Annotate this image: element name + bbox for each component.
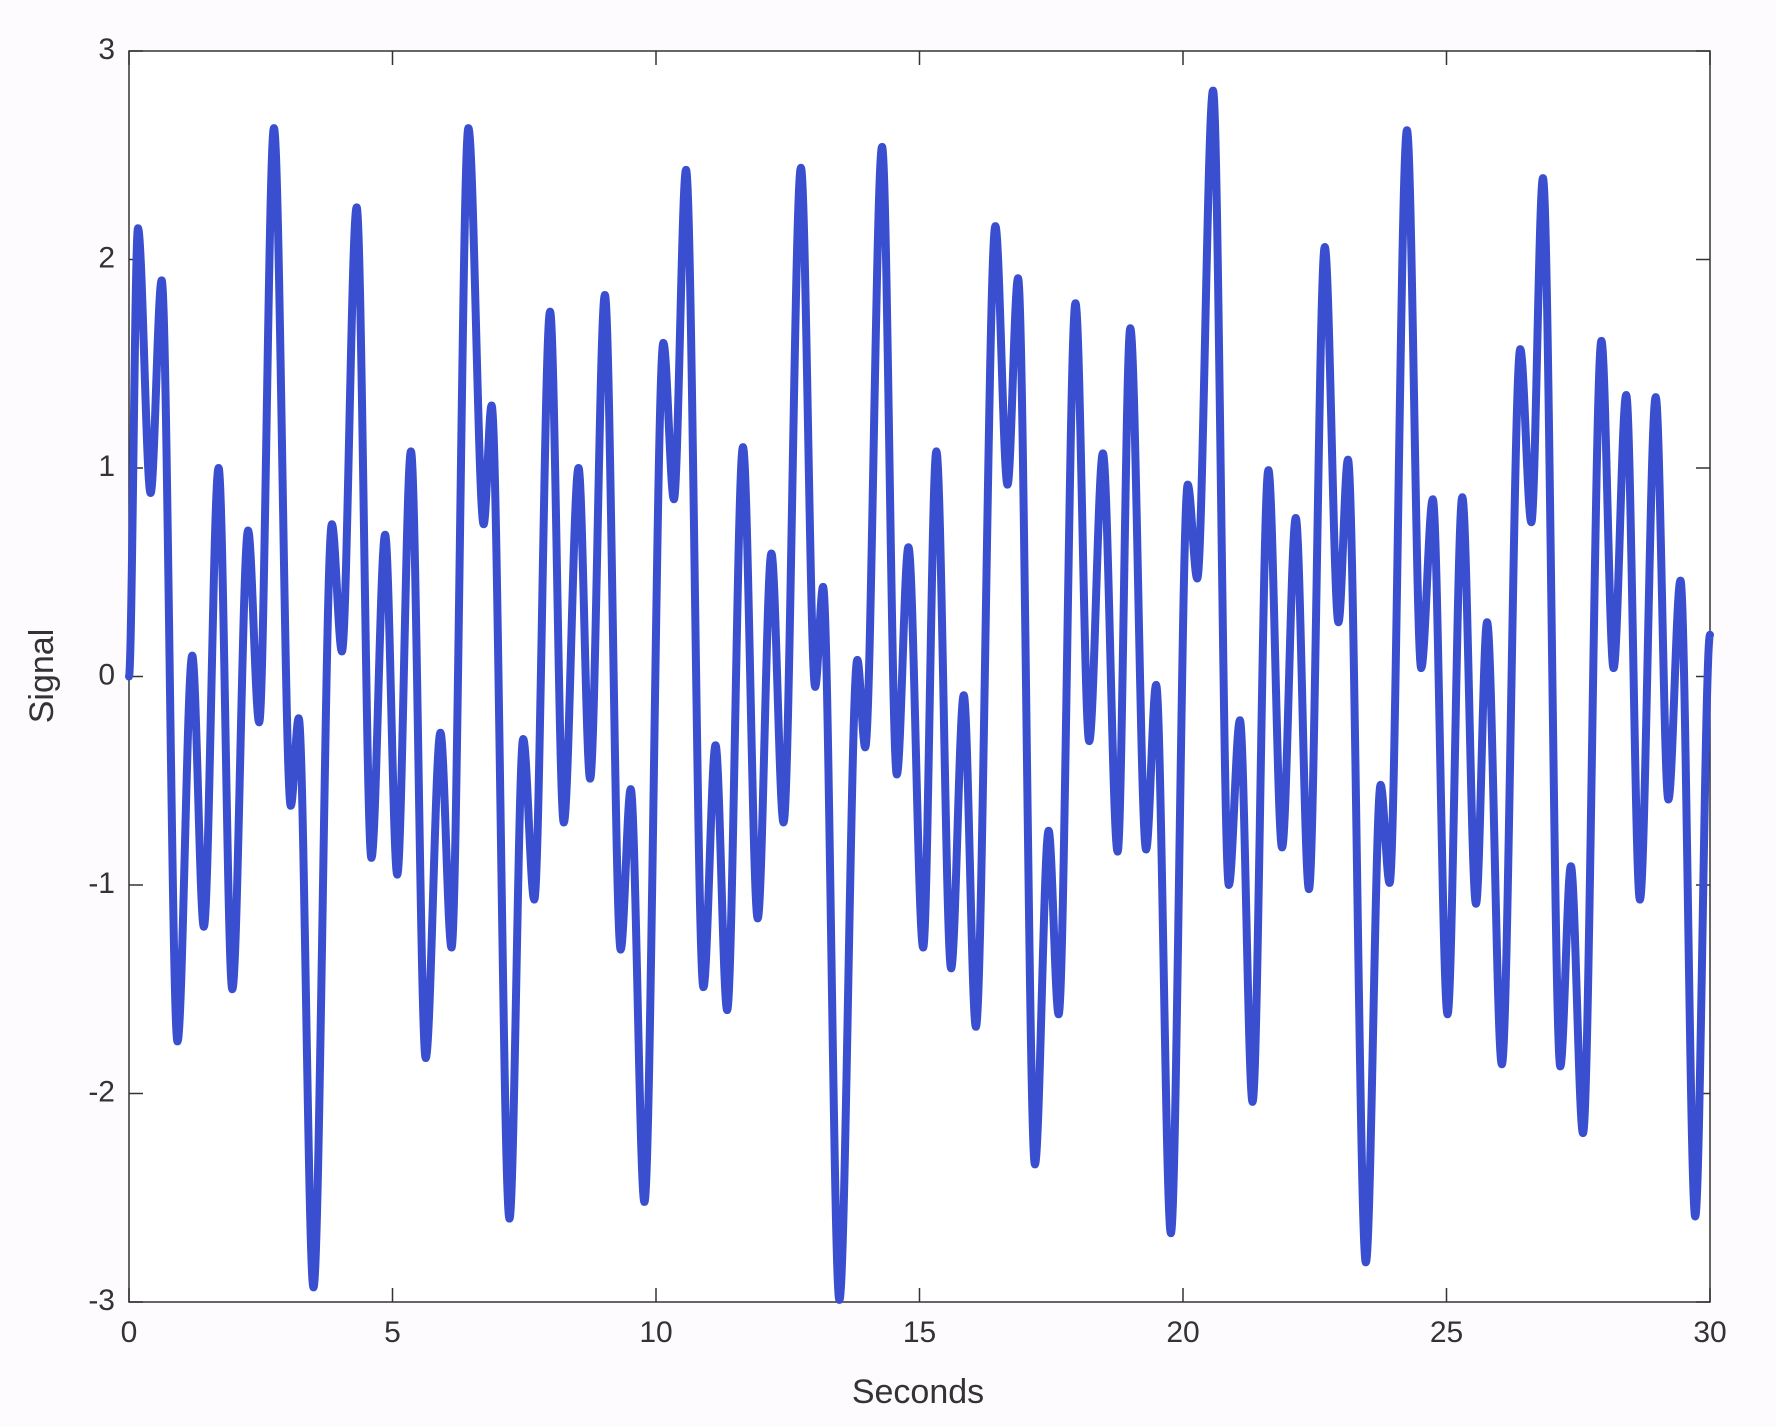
y-tick-label: 0	[98, 658, 115, 691]
x-tick-label: 5	[384, 1316, 401, 1349]
x-tick-label: 25	[1430, 1316, 1463, 1349]
x-tick-label: 20	[1166, 1316, 1199, 1349]
x-axis-label: Seconds	[852, 1373, 984, 1411]
y-axis-label: Signal	[23, 629, 61, 724]
y-tick-label: -3	[88, 1284, 115, 1317]
y-tick-label: 1	[98, 450, 115, 483]
x-tick-label: 30	[1693, 1316, 1726, 1349]
y-tick-label: -2	[88, 1075, 115, 1108]
y-tick-label: -1	[88, 867, 115, 900]
x-tick-label: 0	[121, 1316, 138, 1349]
x-tick-label: 15	[903, 1316, 936, 1349]
y-tick-label: 2	[98, 241, 115, 274]
x-tick-label: 10	[639, 1316, 672, 1349]
signal-line	[125, 86, 1714, 1304]
y-tick-label: 3	[98, 33, 115, 66]
